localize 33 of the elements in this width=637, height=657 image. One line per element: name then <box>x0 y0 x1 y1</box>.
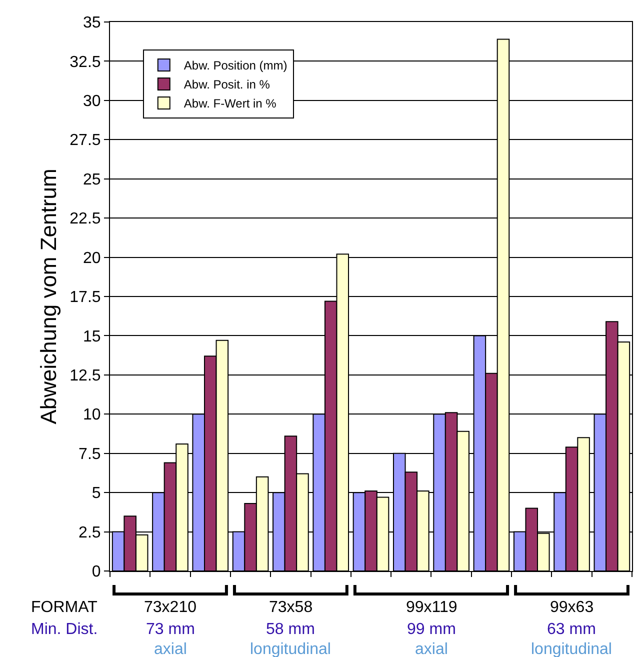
text: axial <box>415 641 448 657</box>
text: longitudinal <box>250 641 331 657</box>
y-tick-label: 22.5 <box>70 210 101 228</box>
y-tick-label: 7.5 <box>78 446 101 463</box>
legend-label: Abw. Posit. in % <box>184 78 270 92</box>
text: 58 mm <box>266 621 315 638</box>
y-tick-label: 35 <box>83 14 101 32</box>
text: Min. Dist. <box>31 621 98 638</box>
y-tick-label: 30 <box>83 93 101 110</box>
y-tick-label: 25 <box>83 171 101 188</box>
y-tick-label: 5 <box>92 485 101 502</box>
text: 99x63 <box>550 599 594 616</box>
y-tick-label: 32.5 <box>70 54 101 71</box>
y-tick-label: 0 <box>92 564 101 581</box>
text: 63 mm <box>547 621 596 638</box>
text: 73 mm <box>146 621 195 638</box>
text: 99 mm <box>407 621 456 638</box>
text: 73x58 <box>269 599 313 616</box>
y-tick-label: 12.5 <box>70 368 101 385</box>
text: axial <box>154 641 187 657</box>
text: 73x210 <box>144 599 197 616</box>
text: longitudinal <box>531 641 612 657</box>
y-tick-label: 10 <box>83 406 101 424</box>
legend-label: Abw. F-Wert in % <box>184 96 277 111</box>
legend-label: Abw. Position (mm) <box>184 58 288 73</box>
text: FORMAT <box>31 599 98 616</box>
y-axis-title: Abweichung vom Zentrum <box>36 168 61 424</box>
y-tick-label: 27.5 <box>70 132 101 150</box>
y-tick-label: 20 <box>83 250 101 267</box>
y-tick-label: 2.5 <box>78 524 101 542</box>
y-tick-label: 15 <box>83 328 101 346</box>
y-tick-label: 17.5 <box>70 289 101 306</box>
text: 99x119 <box>406 599 458 616</box>
